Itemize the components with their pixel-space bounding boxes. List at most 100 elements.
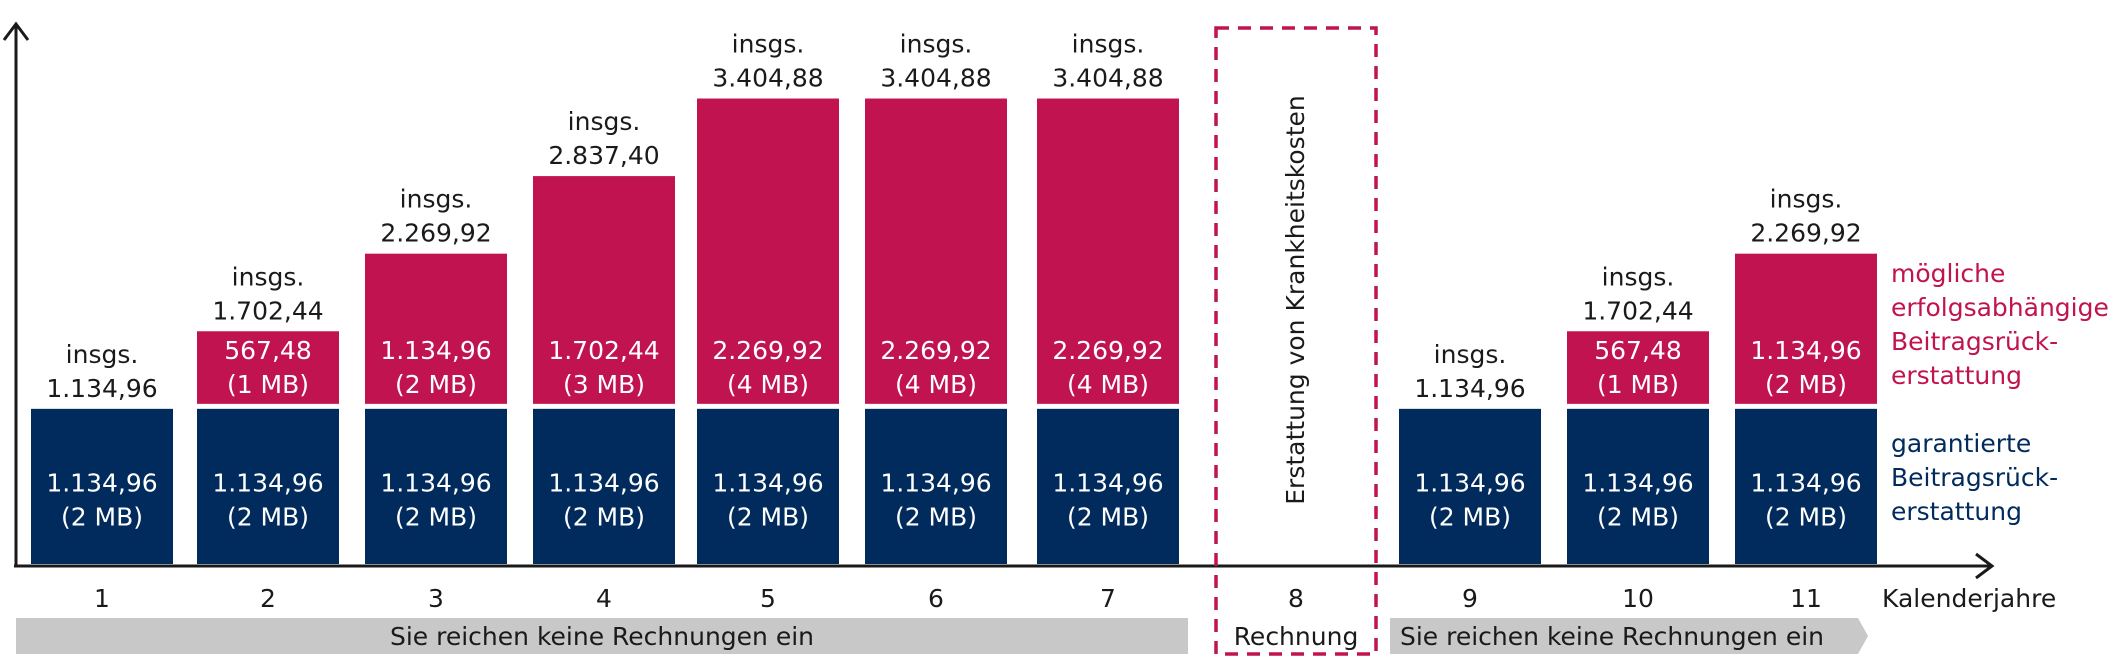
bar-possible-6	[865, 98, 1007, 404]
bar-guaranteed-mb-10: (2 MB)	[1597, 502, 1679, 531]
total-prefix-6: insgs.	[900, 30, 973, 59]
bars: 1.134,96 (2 MB) insgs. 1.134,96 1.134,96 (2 M…	[31, 30, 1877, 564]
bar-guaranteed-mb-9: (2 MB)	[1429, 502, 1511, 531]
category-label-8: 8	[1288, 584, 1304, 613]
category-label-1: 1	[94, 584, 110, 613]
bar-guaranteed-11	[1735, 408, 1877, 564]
bar-possible-10	[1567, 331, 1709, 404]
total-value-3: 2.269,92	[380, 219, 491, 248]
bar-guaranteed-value-5: 1.134,96	[712, 468, 823, 497]
bar-guaranteed-value-10: 1.134,96	[1582, 468, 1693, 497]
legend-possible-line-4: erstattung	[1891, 361, 2022, 390]
bar-guaranteed-value-1: 1.134,96	[46, 468, 157, 497]
total-prefix-10: insgs.	[1602, 262, 1675, 291]
category-label-6: 6	[928, 584, 944, 613]
bar-guaranteed-value-2: 1.134,96	[212, 468, 323, 497]
total-value-1: 1.134,96	[46, 374, 157, 403]
total-value-11: 2.269,92	[1750, 219, 1861, 248]
bar-guaranteed-6	[865, 408, 1007, 564]
bar-possible-4	[533, 176, 675, 404]
x-axis-arrow	[1975, 552, 1995, 580]
bar-guaranteed-5	[697, 408, 839, 564]
category-label-11: 11	[1790, 584, 1822, 613]
bar-possible-value-6: 2.269,92	[880, 336, 991, 365]
y-axis-arrow	[2, 21, 30, 41]
bar-guaranteed-value-11: 1.134,96	[1750, 468, 1861, 497]
bar-possible-7	[1037, 98, 1179, 404]
total-prefix-11: insgs.	[1770, 185, 1843, 214]
bar-guaranteed-mb-11: (2 MB)	[1765, 502, 1847, 531]
bar-possible-value-2: 567,48	[224, 336, 311, 365]
bar-possible-value-4: 1.702,44	[548, 336, 659, 365]
bar-guaranteed-mb-3: (2 MB)	[395, 502, 477, 531]
category-labels: 1 2 3 4 5 6 7 8 9 10 11	[94, 584, 1822, 613]
legend-possible-line-2: erfolgsabhängige	[1891, 293, 2109, 322]
bar-guaranteed-4	[533, 408, 675, 564]
bar-guaranteed-9	[1399, 408, 1541, 564]
category-label-4: 4	[596, 584, 612, 613]
total-value-2: 1.702,44	[212, 296, 323, 325]
total-value-4: 2.837,40	[548, 141, 659, 170]
bar-guaranteed-mb-6: (2 MB)	[895, 502, 977, 531]
total-prefix-1: insgs.	[66, 340, 139, 369]
bar-possible-mb-6: (4 MB)	[895, 370, 977, 399]
band-right-text: Sie reichen keine Rechnungen ein	[1400, 622, 1824, 651]
bar-guaranteed-value-6: 1.134,96	[880, 468, 991, 497]
bar-possible-5	[697, 98, 839, 404]
legend-guaranteed-line-2: Beitragsrück-	[1891, 463, 2058, 492]
bar-possible-mb-10: (1 MB)	[1597, 370, 1679, 399]
band-right	[1390, 618, 1868, 654]
x-axis-label: Kalenderjahre	[1882, 584, 2056, 613]
bar-guaranteed-value-3: 1.134,96	[380, 468, 491, 497]
bar-guaranteed-value-4: 1.134,96	[548, 468, 659, 497]
claim-box	[1214, 26, 1378, 656]
bar-possible-mb-11: (2 MB)	[1765, 370, 1847, 399]
category-label-5: 5	[760, 584, 776, 613]
total-prefix-9: insgs.	[1434, 340, 1507, 369]
bar-possible-11	[1735, 253, 1877, 404]
bar-guaranteed-1	[31, 408, 173, 564]
category-label-3: 3	[428, 584, 444, 613]
total-prefix-4: insgs.	[568, 107, 641, 136]
total-prefix-2: insgs.	[232, 262, 305, 291]
axes	[2, 21, 1995, 580]
claim-box-group: Erstattung von Krankheitskosten	[1214, 26, 1378, 656]
bar-possible-mb-2: (1 MB)	[227, 370, 309, 399]
total-value-6: 3.404,88	[880, 64, 991, 93]
bar-possible-3	[365, 253, 507, 404]
category-label-2: 2	[260, 584, 276, 613]
bar-possible-mb-4: (3 MB)	[563, 370, 645, 399]
category-label-10: 10	[1622, 584, 1654, 613]
claim-box-text: Erstattung von Krankheitskosten	[1281, 95, 1310, 504]
band-middle-text: Rechnung	[1234, 622, 1359, 651]
band-left	[16, 618, 1188, 654]
band-left-text: Sie reichen keine Rechnungen ein	[390, 622, 814, 651]
bar-guaranteed-value-9: 1.134,96	[1414, 468, 1525, 497]
bar-possible-value-7: 2.269,92	[1052, 336, 1163, 365]
bar-guaranteed-mb-1: (2 MB)	[61, 502, 143, 531]
total-value-7: 3.404,88	[1052, 64, 1163, 93]
bar-possible-2	[197, 331, 339, 404]
bar-guaranteed-value-7: 1.134,96	[1052, 468, 1163, 497]
bar-possible-value-3: 1.134,96	[380, 336, 491, 365]
bar-guaranteed-2	[197, 408, 339, 564]
bar-possible-mb-3: (2 MB)	[395, 370, 477, 399]
bar-guaranteed-mb-5: (2 MB)	[727, 502, 809, 531]
bar-guaranteed-mb-7: (2 MB)	[1067, 502, 1149, 531]
bar-possible-value-5: 2.269,92	[712, 336, 823, 365]
bar-possible-value-11: 1.134,96	[1750, 336, 1861, 365]
total-prefix-7: insgs.	[1072, 30, 1145, 59]
bar-possible-value-10: 567,48	[1594, 336, 1681, 365]
legend-possible-line-3: Beitragsrück-	[1891, 327, 2058, 356]
bottom-bands: Sie reichen keine Rechnungen ein Rechnun…	[16, 618, 1868, 654]
bar-guaranteed-3	[365, 408, 507, 564]
total-value-5: 3.404,88	[712, 64, 823, 93]
legend: mögliche erfolgsabhängige Beitragsrück-ers…	[1891, 259, 2109, 526]
legend-guaranteed-line-1: garantierte	[1891, 429, 2031, 458]
category-label-7: 7	[1100, 584, 1116, 613]
bar-guaranteed-10	[1567, 408, 1709, 564]
bar-guaranteed-mb-2: (2 MB)	[227, 502, 309, 531]
total-value-10: 1.702,44	[1582, 296, 1693, 325]
category-label-9: 9	[1462, 584, 1478, 613]
